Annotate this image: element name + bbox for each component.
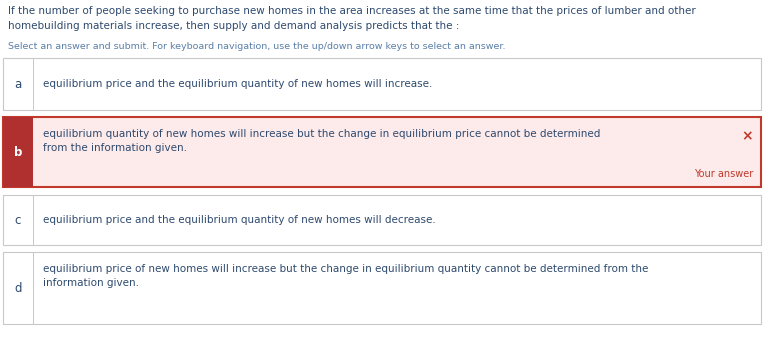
FancyBboxPatch shape [3,58,761,110]
Text: d: d [15,281,21,294]
Text: information given.: information given. [43,278,139,288]
Text: a: a [15,77,21,91]
Text: Your answer: Your answer [694,169,753,179]
Text: ×: × [741,129,753,143]
Text: equilibrium price of new homes will increase but the change in equilibrium quant: equilibrium price of new homes will incr… [43,264,649,274]
FancyBboxPatch shape [3,117,761,187]
Text: If the number of people seeking to purchase new homes in the area increases at t: If the number of people seeking to purch… [8,6,696,16]
Text: equilibrium price and the equilibrium quantity of new homes will decrease.: equilibrium price and the equilibrium qu… [43,215,435,225]
Text: equilibrium price and the equilibrium quantity of new homes will increase.: equilibrium price and the equilibrium qu… [43,79,432,89]
Text: Select an answer and submit. For keyboard navigation, use the up/down arrow keys: Select an answer and submit. For keyboar… [8,42,506,51]
Text: c: c [15,214,21,226]
FancyBboxPatch shape [3,195,761,245]
Text: homebuilding materials increase, then supply and demand analysis predicts that t: homebuilding materials increase, then su… [8,21,459,31]
FancyBboxPatch shape [3,252,761,324]
FancyBboxPatch shape [3,117,33,187]
Text: from the information given.: from the information given. [43,143,187,153]
Text: b: b [14,146,22,159]
Text: equilibrium quantity of new homes will increase but the change in equilibrium pr: equilibrium quantity of new homes will i… [43,129,601,139]
